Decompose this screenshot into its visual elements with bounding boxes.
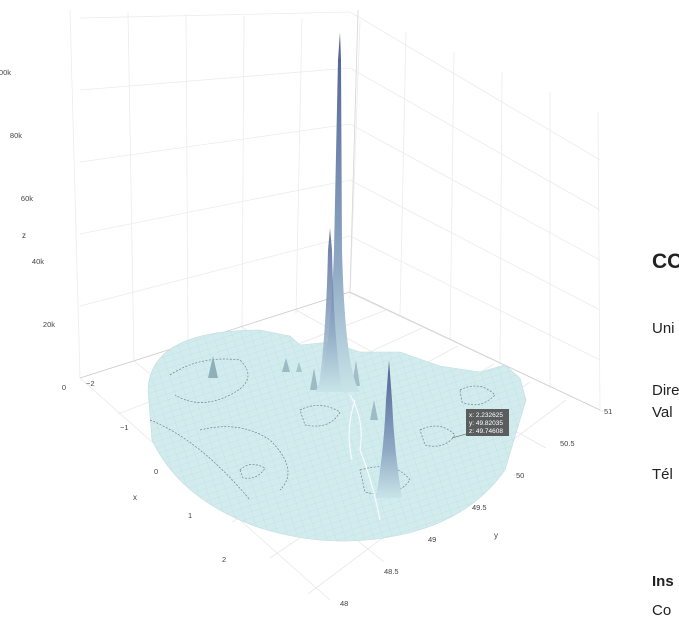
side-title: CO: [652, 250, 679, 273]
y-tick-label: 51: [604, 407, 612, 416]
y-tick-label: 50.5: [560, 439, 575, 448]
z-tick-label: 60k: [21, 194, 33, 203]
y-tick-label: 48: [340, 599, 348, 608]
side-panel: CO Uni Dire Val Tél Ins Co: [652, 0, 679, 619]
peaks: [315, 32, 402, 498]
surface: [147, 329, 527, 542]
x-axis-ticks: −2 −1 0 1 2: [86, 379, 226, 564]
z-axis-ticks: 0 20k 40k 60k 80k 100k: [0, 68, 66, 392]
side-line-3: Val: [652, 404, 673, 421]
x-tick-label: 2: [222, 555, 226, 564]
hover-z: z: 49.74608: [469, 428, 503, 435]
second-peak: [318, 228, 342, 392]
x-tick-label: −2: [86, 379, 95, 388]
side-line-4: Tél: [652, 466, 673, 483]
side-line-6: Co: [652, 602, 672, 619]
x-tick-label: 0: [154, 467, 158, 476]
x-tick-label: −1: [120, 423, 129, 432]
side-line-5: Ins: [652, 573, 674, 590]
y-axis-ticks: 48 48.5 49 49.5 50 50.5 51: [340, 407, 612, 608]
y-axis-label: y: [494, 531, 498, 540]
y-tick-label: 48.5: [384, 567, 399, 576]
y-tick-label: 50: [516, 471, 524, 480]
hover-tooltip: x: 2.232625 y: 49.82035 z: 49.74608: [451, 409, 509, 439]
z-tick-label: 100k: [0, 68, 11, 77]
z-tick-label: 0: [62, 383, 66, 392]
z-tick-label: 80k: [10, 131, 22, 140]
y-tick-label: 49.5: [472, 503, 487, 512]
z-tick-label: 20k: [43, 320, 55, 329]
third-peak: [376, 360, 402, 498]
side-line-1: Uni: [652, 320, 675, 337]
z-tick-label: 40k: [32, 257, 44, 266]
z-axis-label: z: [22, 231, 26, 240]
main-peak: [315, 32, 360, 392]
x-axis-label: x: [133, 493, 137, 502]
hover-x: x: 2.232625: [469, 412, 503, 419]
hover-y: y: 49.82035: [469, 420, 503, 427]
x-tick-label: 1: [188, 511, 192, 520]
y-tick-label: 49: [428, 535, 436, 544]
side-line-2: Dire: [652, 382, 679, 399]
